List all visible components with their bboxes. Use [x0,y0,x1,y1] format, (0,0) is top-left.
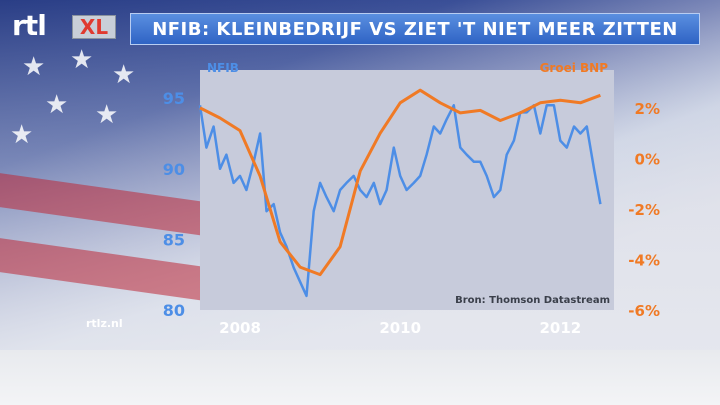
star-icon: ★ [112,60,136,90]
bnp-series-line [199,88,601,277]
star-icon: ★ [22,52,46,82]
rtl-xl-logo: rtl XL [8,9,120,44]
star-icon: ★ [45,90,69,120]
right-tick-label: -6% [628,302,660,320]
right-tick-label: 2% [635,100,660,118]
right-tick-label: -2% [628,201,660,219]
star-icon: ★ [95,100,119,130]
watermark: rtlz.nl [86,317,123,330]
logo-xl-badge: XL [72,15,116,39]
star-icon: ★ [10,120,34,150]
x-tick-label: 2008 [219,319,261,337]
logo-rtl-text: rtl [12,9,47,42]
right-tick-label: -4% [628,251,660,269]
tick-labels: 80 85 90 95 2% 0% -2% -4% -6% 2008 2010 2012 [163,89,660,337]
left-tick-label: 90 [163,160,185,179]
bottom-panel [0,350,720,405]
chart-title: NFIB: KLEINBEDRIJF VS ZIET 'T NIET MEER … [152,18,678,40]
x-tick-label: 2010 [379,319,421,337]
series-lines [198,88,602,298]
title-bar: NFIB: KLEINBEDRIJF VS ZIET 'T NIET MEER … [130,13,700,45]
star-icon: ★ [70,45,94,75]
source-note: Bron: Thomson Datastream [455,295,610,306]
right-tick-label: 0% [635,150,660,168]
x-tick-label: 2012 [539,319,581,337]
right-axis-label: Groei BNP [540,61,609,75]
left-tick-label: 95 [163,89,185,108]
left-axis-label: NFIB [207,61,239,75]
left-tick-label: 80 [163,301,185,320]
left-tick-label: 85 [163,230,185,249]
